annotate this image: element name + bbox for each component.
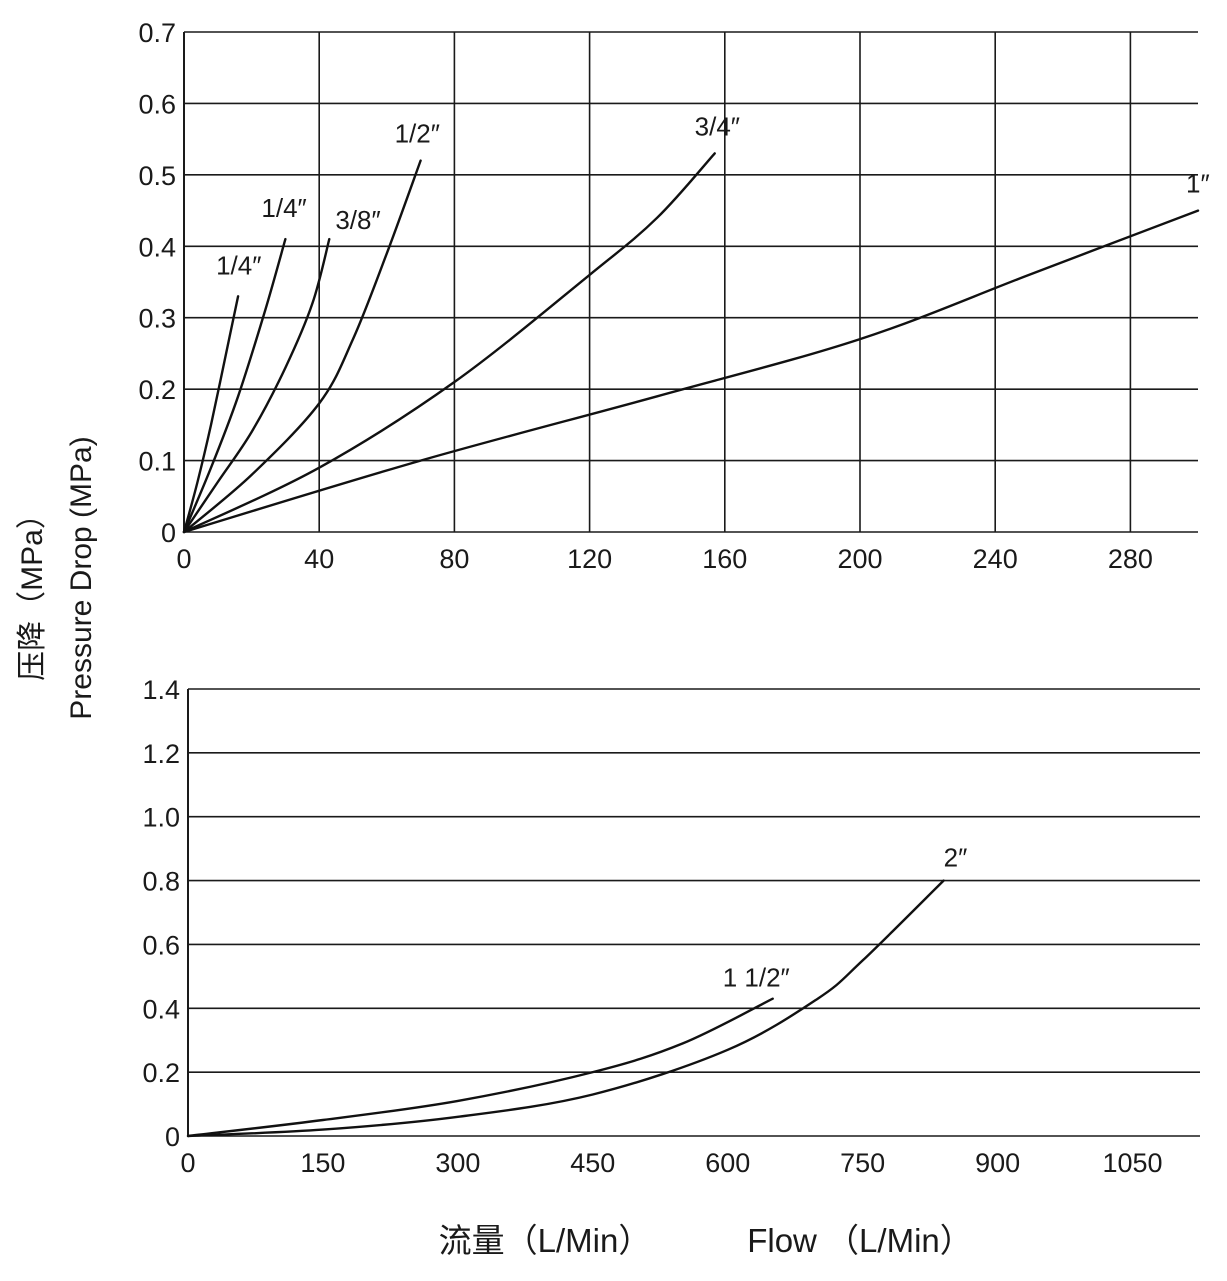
series-line — [186, 997, 774, 1138]
series-line — [182, 295, 240, 534]
x-axis-label-en: Flow （L/Min） — [747, 1222, 973, 1259]
y-tick-label: 1.4 — [142, 675, 180, 705]
y-tick-label: 1.0 — [142, 803, 180, 833]
x-tick-label: 1050 — [1102, 1148, 1162, 1178]
series-label: 1/4″ — [216, 250, 261, 280]
series-label: 1 1/2″ — [723, 963, 790, 993]
x-tick-label: 900 — [975, 1148, 1020, 1178]
y-tick-label: 0.4 — [142, 994, 180, 1024]
series-label: 1″ — [1186, 169, 1210, 199]
x-tick-label: 80 — [439, 544, 469, 574]
x-tick-label: 40 — [304, 544, 334, 574]
y-tick-label: 0.2 — [142, 1058, 180, 1088]
x-tick-label: 120 — [567, 544, 612, 574]
x-tick-label: 0 — [180, 1148, 195, 1178]
large-flow-panel: 0 0.2 0.4 0.6 0.8 1.0 1.2 1.4 0 150 300 450 600 750 90… — [142, 675, 1200, 1178]
y-tick-label: 0.8 — [142, 867, 180, 897]
y-tick-label: 0.7 — [138, 18, 176, 48]
x-tick-label: 160 — [702, 544, 747, 574]
y-tick-label: 0 — [165, 1122, 180, 1152]
y-tick-label: 0 — [161, 518, 176, 548]
series-label: 2″ — [944, 843, 968, 873]
y-tick-label: 0.6 — [138, 89, 176, 119]
y-tick-label: 0.5 — [138, 161, 176, 191]
x-tick-label: 300 — [435, 1148, 480, 1178]
y-axis-label-en: Pressure Drop (MPa) — [65, 436, 98, 719]
x-tick-label: 150 — [300, 1148, 345, 1178]
x-tick-label: 600 — [705, 1148, 750, 1178]
series-label: 1/2″ — [395, 119, 440, 149]
x-tick-label: 280 — [1108, 544, 1153, 574]
series-label: 3/4″ — [695, 111, 740, 141]
y-tick-label: 0.4 — [138, 232, 176, 262]
series-line — [182, 209, 1200, 534]
series-line — [186, 879, 945, 1138]
series-line — [182, 237, 287, 534]
x-tick-label: 0 — [176, 544, 191, 574]
y-tick-label: 0.1 — [138, 447, 176, 477]
y-tick-label: 0.6 — [142, 930, 180, 960]
x-tick-label: 240 — [973, 544, 1018, 574]
x-tick-label: 200 — [837, 544, 882, 574]
y-axis-label-cn: 压降（MPa） — [16, 499, 49, 681]
y-tick-label: 1.2 — [142, 739, 180, 769]
series-line — [182, 237, 331, 534]
series-label: 1/4″ — [261, 193, 306, 223]
small-flow-panel: 0 0.1 0.2 0.3 0.4 0.5 0.6 0.7 0 40 80 120 160 200 240 2… — [138, 18, 1209, 574]
series-line — [182, 152, 716, 534]
series-label: 3/8″ — [335, 205, 380, 235]
y-tick-label: 0.3 — [138, 304, 176, 334]
series-line — [182, 159, 422, 534]
x-tick-label: 750 — [840, 1148, 885, 1178]
x-axis-label-cn: 流量（L/Min） — [439, 1222, 652, 1259]
x-tick-label: 450 — [570, 1148, 615, 1178]
y-tick-label: 0.2 — [138, 375, 176, 405]
